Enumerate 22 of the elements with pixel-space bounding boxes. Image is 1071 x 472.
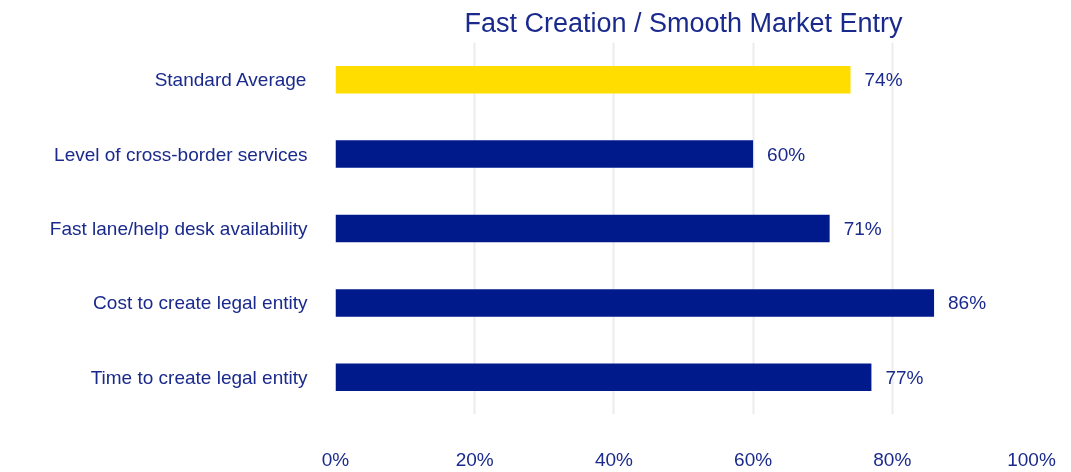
bar: [335, 140, 754, 168]
y-tick-label: Fast lane/help desk availability: [49, 218, 308, 239]
x-tick-label: 40%: [594, 448, 634, 470]
data-label: 60%: [767, 143, 806, 165]
bar: [335, 214, 830, 243]
y-tick-label: Level of cross-border services: [54, 143, 308, 165]
chart-title: Fast Creation / Smooth Market Entry: [464, 7, 904, 38]
data-label: 74%: [864, 69, 903, 91]
x-tick-label: 100%: [1007, 448, 1056, 470]
bar: [335, 65, 851, 94]
y-tick-label: Standard Average: [154, 69, 307, 91]
y-tick-label: Time to create legal entity: [90, 366, 308, 388]
y-tick-label: Cost to create legal entity: [93, 292, 308, 314]
bar: [335, 289, 935, 317]
x-tick-label: 60%: [734, 448, 773, 470]
x-tick-label: 80%: [873, 448, 912, 470]
data-label: 86%: [948, 292, 987, 314]
data-label: 71%: [843, 218, 882, 239]
bar: [335, 363, 872, 392]
data-label: 77%: [885, 366, 924, 388]
x-tick-label: 20%: [455, 448, 494, 470]
x-tick-label: 0%: [321, 448, 350, 470]
